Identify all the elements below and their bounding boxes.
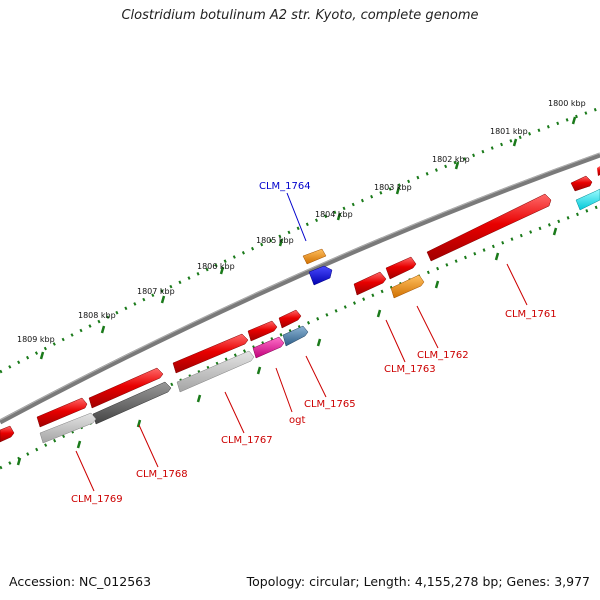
inner-ruler (0, 204, 600, 470)
gene-clm1767-bottom[interactable] (176, 350, 255, 393)
gene-clm1764-lower[interactable] (308, 265, 333, 286)
gene-clm1765-bottom[interactable] (282, 325, 309, 347)
label-clm1769[interactable]: CLM_1769 (71, 494, 123, 505)
label-clm1763[interactable]: CLM_1763 (384, 364, 436, 375)
tick-label-1805: 1805 kbp (256, 236, 294, 245)
tick-label-1803: 1803 kbp (374, 183, 412, 192)
label-clm1765[interactable]: CLM_1765 (304, 399, 356, 410)
tick-label-1807: 1807 kbp (137, 287, 175, 296)
label-clm1768[interactable]: CLM_1768 (136, 469, 188, 480)
topology-text: Topology: circular; Length: 4,155,278 bp… (246, 574, 590, 589)
gene-clm1762-bottom[interactable] (390, 274, 425, 299)
gene-clm1769-bottom[interactable] (39, 412, 97, 444)
genome-title: Clostridium botulinum A2 str. Kyoto, com… (121, 8, 479, 23)
gene-clm1769-top[interactable] (36, 397, 88, 428)
gene-clm1768-top[interactable] (88, 367, 164, 409)
tick-label-1806: 1806 kbp (197, 262, 235, 271)
tick-label-1802: 1802 kbp (432, 155, 470, 164)
label-clm1762[interactable]: CLM_1762 (417, 350, 469, 361)
gene-far-right-cyan[interactable] (575, 188, 600, 211)
gene-clm1765-top[interactable] (278, 309, 302, 329)
tick-label-1809: 1809 kbp (17, 335, 55, 344)
gene-ogt-bottom[interactable] (252, 336, 285, 359)
gene-clm1761[interactable] (426, 193, 552, 262)
gene-clm1767-top[interactable] (172, 333, 249, 374)
tick-label-1808: 1808 kbp (78, 311, 116, 320)
genome-backbone (0, 152, 600, 425)
gene-far-left[interactable] (0, 425, 15, 443)
accession-text: Accession: NC_012563 (9, 574, 152, 589)
tick-label-1804: 1804 kbp (315, 210, 353, 219)
tick-label-1801: 1801 kbp (490, 127, 528, 136)
outer-major-ticks (39, 116, 577, 360)
label-clm1761[interactable]: CLM_1761 (505, 309, 557, 320)
gene-ogt-top[interactable] (247, 320, 278, 342)
label-clm1764[interactable]: CLM_1764 (259, 181, 311, 192)
gene-clm1763[interactable] (353, 271, 387, 296)
inner-major-ticks (16, 227, 558, 466)
label-ogt[interactable]: ogt (289, 415, 305, 426)
gene-clm1762-top[interactable] (385, 256, 417, 280)
leader-lines (75, 192, 528, 492)
tick-label-1800: 1800 kbp (548, 99, 586, 108)
gene-far-right-top[interactable] (570, 166, 600, 192)
gene-clm1764-upper[interactable] (302, 248, 327, 265)
gene-clm1768-bottom[interactable] (92, 381, 172, 425)
label-clm1767[interactable]: CLM_1767 (221, 435, 273, 446)
